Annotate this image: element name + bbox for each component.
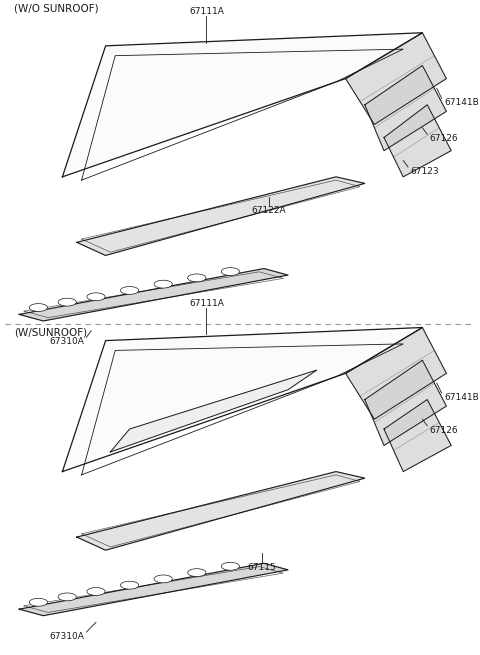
Polygon shape	[62, 33, 422, 177]
Polygon shape	[77, 177, 365, 255]
Ellipse shape	[221, 268, 240, 276]
Ellipse shape	[154, 575, 172, 583]
Polygon shape	[365, 66, 446, 151]
Ellipse shape	[58, 593, 76, 601]
Polygon shape	[110, 370, 317, 452]
Polygon shape	[365, 360, 446, 445]
Text: (W/SUNROOF): (W/SUNROOF)	[14, 328, 87, 337]
Ellipse shape	[188, 274, 206, 282]
Text: 67111A: 67111A	[189, 7, 224, 16]
Ellipse shape	[120, 286, 139, 294]
Text: 67126: 67126	[430, 134, 458, 143]
Polygon shape	[62, 328, 422, 472]
Ellipse shape	[29, 304, 48, 312]
Text: 67310A: 67310A	[49, 337, 84, 346]
Text: 67115: 67115	[247, 563, 276, 572]
Text: 67141B: 67141B	[444, 98, 479, 107]
Text: 67126: 67126	[430, 426, 458, 435]
Ellipse shape	[58, 298, 76, 306]
Ellipse shape	[120, 581, 139, 589]
Polygon shape	[346, 33, 446, 124]
Text: (W/O SUNROOF): (W/O SUNROOF)	[14, 3, 99, 13]
Polygon shape	[77, 472, 365, 550]
Text: 67141B: 67141B	[444, 393, 479, 402]
Ellipse shape	[188, 569, 206, 576]
Polygon shape	[384, 105, 451, 177]
Polygon shape	[384, 400, 451, 472]
Ellipse shape	[154, 280, 172, 288]
Text: 67123: 67123	[410, 167, 439, 176]
Text: 67310A: 67310A	[49, 632, 84, 641]
Ellipse shape	[221, 563, 240, 571]
Ellipse shape	[87, 588, 105, 595]
Polygon shape	[19, 269, 288, 321]
Text: 67111A: 67111A	[189, 299, 224, 308]
Polygon shape	[346, 328, 446, 419]
Ellipse shape	[29, 599, 48, 607]
Polygon shape	[19, 563, 288, 616]
Text: 67122A: 67122A	[252, 206, 286, 215]
Ellipse shape	[87, 293, 105, 301]
